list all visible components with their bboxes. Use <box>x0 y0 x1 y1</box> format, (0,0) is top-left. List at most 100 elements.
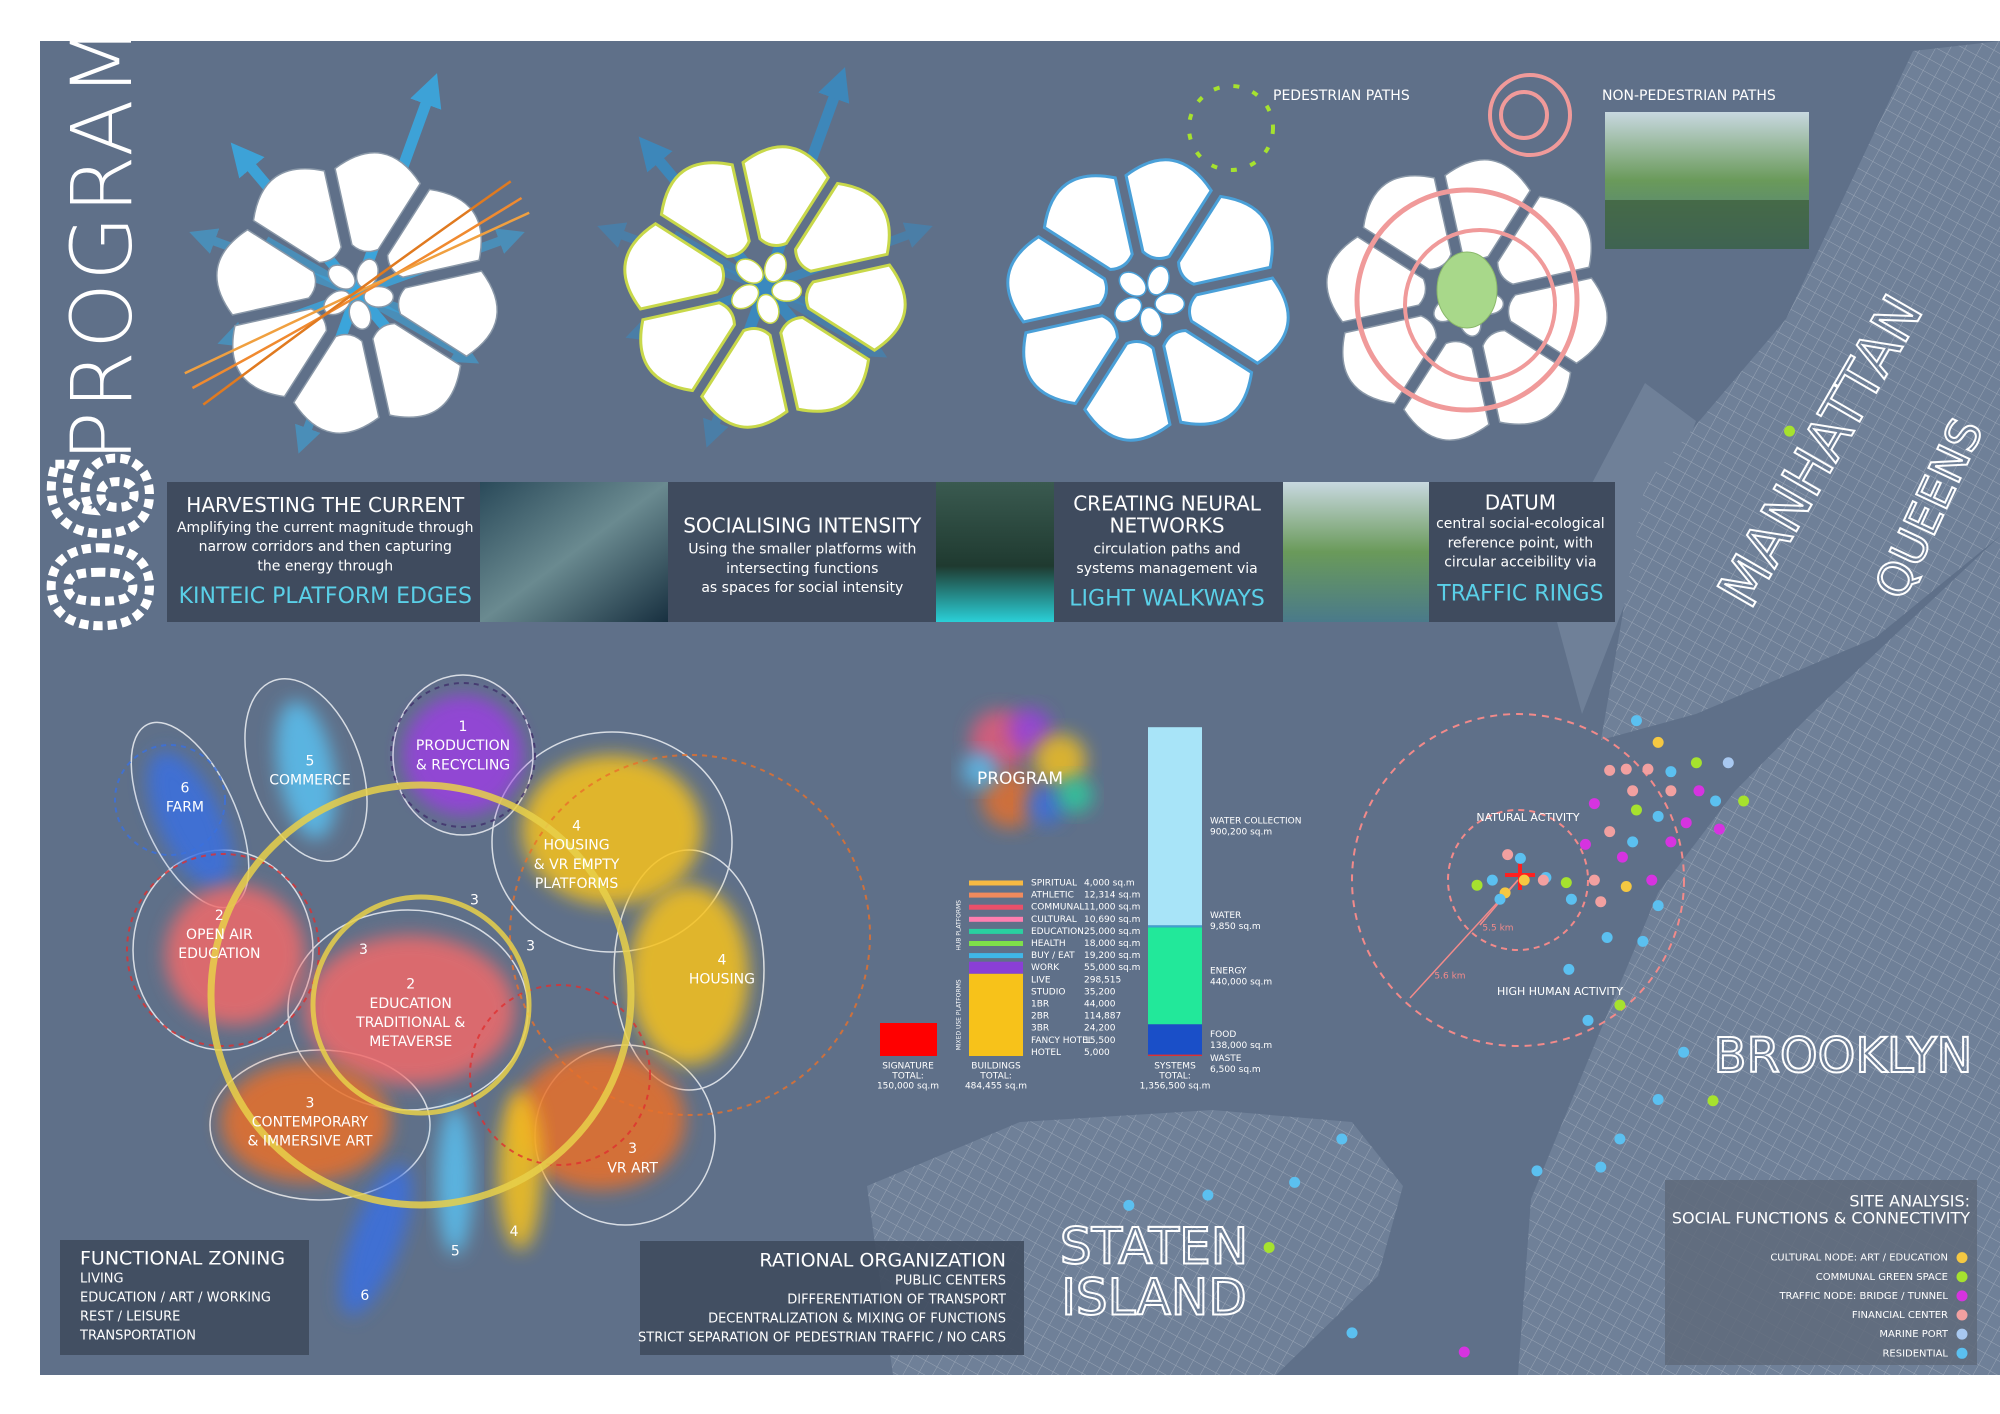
legend-dot <box>1956 1309 1968 1321</box>
platform <box>771 279 803 302</box>
traffic-ring <box>1403 228 1557 382</box>
energy-line <box>202 180 512 406</box>
box-item: STRICT SEPARATION OF PEDESTRIAN TRAFFIC … <box>638 1331 1006 1346</box>
zone-label: 1 <box>459 719 468 735</box>
site-dot <box>1595 896 1607 908</box>
site-dot <box>1595 1161 1607 1173</box>
zone-label: 3 <box>526 938 535 954</box>
site-dot <box>1588 874 1600 886</box>
site-dot <box>1678 1046 1690 1058</box>
site-dot <box>1620 763 1632 775</box>
item-value: 900,200 sq.m <box>1210 828 1272 838</box>
zone-label: METAVERSE <box>369 1034 452 1050</box>
zone-blob <box>165 885 305 1025</box>
legend-dot <box>1956 1347 1968 1359</box>
zone-dash <box>390 682 536 828</box>
site-dot <box>1627 785 1639 797</box>
platform <box>327 264 356 290</box>
legend-box <box>1665 1180 1977 1365</box>
platform <box>1162 329 1254 426</box>
box-item: LIVING <box>80 1272 124 1287</box>
radius-label: 5.5 km <box>1482 924 1513 934</box>
platform-diagram <box>623 145 907 429</box>
zone-label: & IMMERSIVE ART <box>247 1134 372 1150</box>
legend-title: SITE ANALYSIS: <box>1849 1192 1970 1211</box>
concept-image <box>936 482 1054 622</box>
site-dot <box>1665 766 1677 778</box>
box-title: FUNCTIONAL ZONING <box>80 1248 285 1270</box>
site-dot <box>1693 785 1705 797</box>
site-dot <box>1738 795 1750 807</box>
streets <box>1601 41 2000 740</box>
item-name: FOOD <box>1210 1030 1236 1040</box>
site-dot <box>1502 849 1514 861</box>
item-value: 44,000 <box>1084 1000 1116 1010</box>
site-dot <box>1202 1189 1214 1201</box>
logo-blob <box>1025 785 1065 825</box>
district-label: STATEN <box>1060 1218 1248 1276</box>
activity-ring <box>1447 809 1589 951</box>
item-name: ENERGY <box>1210 966 1247 976</box>
zone-blob <box>437 1105 473 1255</box>
box-item: PUBLIC CENTERS <box>895 1274 1006 1289</box>
zone-label: 2 <box>215 908 224 924</box>
item-value: 440,000 sq.m <box>1210 977 1272 987</box>
platform-outline <box>209 1049 431 1201</box>
zone-dash <box>509 754 871 1116</box>
concept-title: NETWORKS <box>1110 513 1225 537</box>
legend-swatch <box>969 961 1023 974</box>
traffic-ring <box>1354 187 1580 413</box>
platform <box>731 283 760 310</box>
box-item: TRANSPORTATION <box>79 1329 196 1344</box>
concept-image <box>1283 482 1429 622</box>
zone-label: FARM <box>166 799 204 815</box>
zone-label: 3 <box>628 1141 637 1157</box>
photo-detail <box>1605 200 1809 249</box>
site-dot <box>1518 874 1530 886</box>
platform-diagram <box>1006 158 1290 442</box>
platform-outline <box>491 731 733 953</box>
yellow-ring <box>310 894 532 1116</box>
section-number: 06 <box>27 451 179 632</box>
total-label: TOTAL: <box>891 1072 924 1082</box>
info-box <box>640 1241 1024 1355</box>
zone-label: 4 <box>572 819 581 835</box>
site-dot <box>1637 935 1649 947</box>
platform <box>216 228 317 316</box>
non-pedestrian-icon <box>1499 90 1549 140</box>
streets <box>1518 536 2000 1375</box>
site-dot <box>1346 1327 1358 1339</box>
platform <box>659 161 751 258</box>
site-dot <box>1604 764 1616 776</box>
platform <box>372 322 462 419</box>
platform <box>1042 174 1134 271</box>
concept-text: intersecting functions <box>726 561 878 577</box>
platform <box>779 316 871 413</box>
zone-label: TRADITIONAL & <box>355 1015 465 1031</box>
platform <box>1083 339 1172 442</box>
total-label: TOTAL: <box>1158 1072 1191 1082</box>
platform <box>1006 235 1109 324</box>
legend-swatch <box>969 904 1023 910</box>
platform <box>700 326 789 429</box>
item-name: EDUCATION <box>1031 927 1084 937</box>
platform <box>292 333 380 434</box>
site-dot <box>1642 763 1654 775</box>
legend-item: FINANCIAL CENTER <box>1852 1310 1948 1321</box>
legend-swatch <box>969 941 1023 946</box>
datum-cross <box>1505 860 1535 890</box>
zone-label: 3 <box>305 1095 314 1111</box>
zone-blob <box>221 1062 391 1182</box>
legend-item: COMMUNAL GREEN SPACE <box>1816 1272 1948 1283</box>
site-dot <box>1123 1199 1135 1211</box>
platform <box>363 285 395 308</box>
zone-blob <box>629 885 749 1065</box>
item-name: STUDIO <box>1031 987 1065 997</box>
total-value: 1,356,500 sq.m <box>1140 1082 1211 1092</box>
platform <box>1139 306 1163 337</box>
site-dot <box>1707 1095 1719 1107</box>
total-value: 484,455 sq.m <box>965 1082 1027 1092</box>
platform <box>1187 276 1290 365</box>
site-dot <box>1494 893 1506 905</box>
